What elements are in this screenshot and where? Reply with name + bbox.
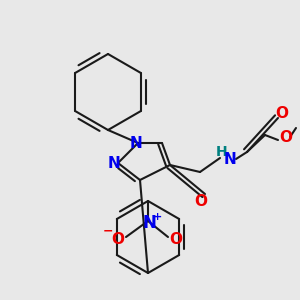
Text: O: O xyxy=(169,232,182,247)
Text: N: N xyxy=(108,157,120,172)
Text: O: O xyxy=(112,232,124,247)
Text: O: O xyxy=(194,194,208,209)
Text: O: O xyxy=(280,130,292,146)
Text: O: O xyxy=(275,106,289,121)
Text: N: N xyxy=(142,214,156,232)
Text: −: − xyxy=(103,224,113,238)
Text: +: + xyxy=(152,212,162,222)
Text: N: N xyxy=(224,152,236,167)
Text: H: H xyxy=(216,145,228,159)
Text: N: N xyxy=(130,136,142,152)
